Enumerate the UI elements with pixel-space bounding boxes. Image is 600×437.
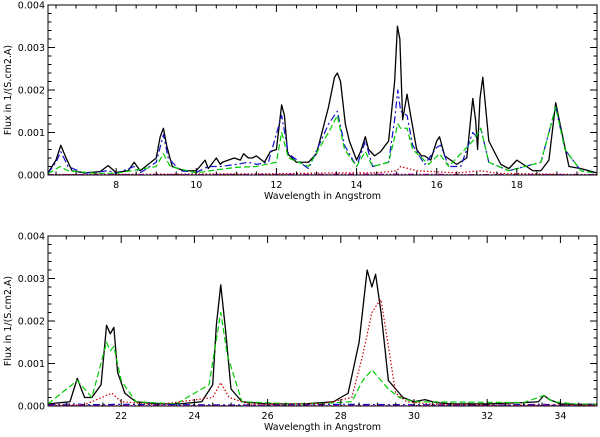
series-line-0	[48, 25, 597, 174]
panel-lower: 22 24 26 28 30 32 34 0.000 0.001 0.002 0.003 0.004 W…	[3, 232, 598, 433]
y-tick-label: 0.004	[18, 232, 45, 243]
plot-frame	[47, 235, 598, 407]
x-tick-label: 10	[190, 180, 202, 191]
x-tick-label: 18	[511, 180, 523, 191]
x-tick-label: 16	[431, 180, 443, 191]
y-axis-title: Flux in 1/(S.cm2.A)	[3, 45, 14, 135]
y-tick-label: 0.003	[18, 274, 45, 285]
x-axis-title: Wavelength in Angstrom	[264, 191, 381, 202]
y-tick-label: 0.002	[18, 317, 45, 328]
x-tick-label: 24	[188, 411, 200, 422]
x-tick-label: 28	[335, 411, 347, 422]
x-tick-label: 14	[351, 180, 363, 191]
y-tick-label: 0.004	[18, 1, 45, 12]
y-tick-label: 0.003	[18, 43, 45, 54]
x-tick-label: 30	[408, 411, 420, 422]
panel-upper: 8 10 12 14 16 18 0.000 0.001 0.002 0.003 0.004 Wave…	[3, 1, 598, 202]
y-tick-label: 0.001	[18, 128, 45, 139]
y-tick-label: 0.000	[18, 402, 45, 413]
x-tick-label: 26	[262, 411, 274, 422]
y-tick-label: 0.002	[18, 86, 45, 97]
series-line-3	[48, 299, 597, 406]
plot-frame	[47, 4, 598, 176]
x-tick-label: 22	[115, 411, 127, 422]
y-tick-label: 0.000	[18, 171, 45, 182]
x-tick-label: 12	[270, 180, 282, 191]
x-tick-label: 32	[481, 411, 493, 422]
y-axis-title: Flux in 1/(S.cm2.A)	[3, 276, 14, 366]
series-line-2	[48, 106, 597, 175]
x-axis-title: Wavelength in Angstrom	[264, 422, 381, 433]
y-tick-label: 0.001	[18, 359, 45, 370]
series-line-0	[48, 269, 597, 405]
x-tick-label: 34	[554, 411, 566, 422]
x-tick-label: 8	[113, 180, 119, 191]
series-line-1	[48, 311, 597, 405]
